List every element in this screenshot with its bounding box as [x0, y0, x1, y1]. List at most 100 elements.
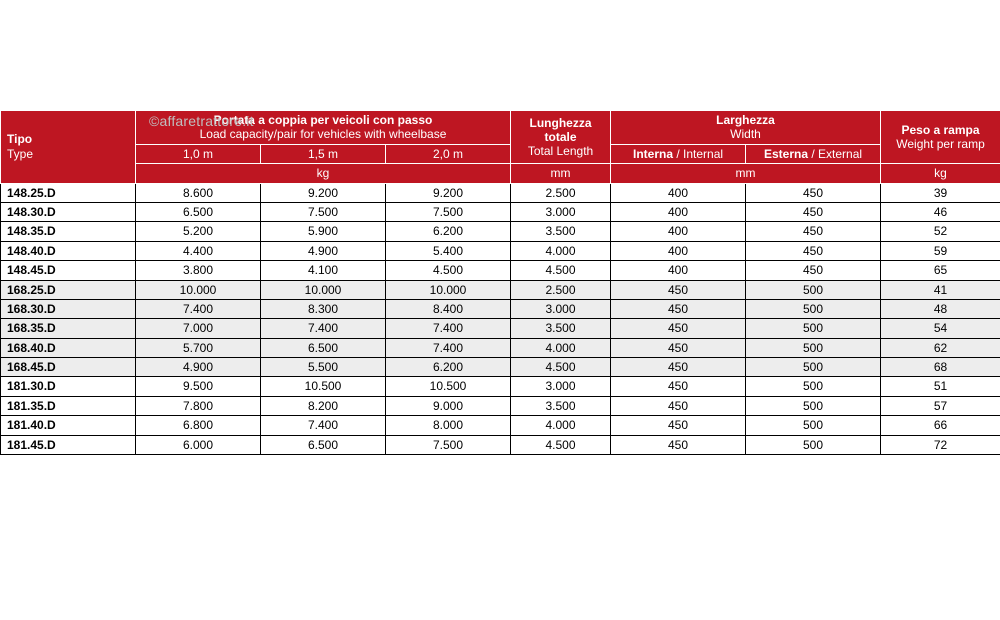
cell-wext: 450: [746, 261, 881, 280]
cell-c3: 10.000: [386, 280, 511, 299]
cell-type: 181.45.D: [1, 435, 136, 454]
col-len-unit: mm: [511, 164, 611, 183]
cell-wt: 72: [881, 435, 1000, 454]
cell-c1: 9.500: [136, 377, 261, 396]
cell-wt: 51: [881, 377, 1000, 396]
col-width-ext: Esterna / External: [746, 144, 881, 163]
cell-c1: 3.800: [136, 261, 261, 280]
cell-wext: 450: [746, 183, 881, 202]
cell-wext: 500: [746, 338, 881, 357]
cell-wt: 66: [881, 416, 1000, 435]
table-row: 181.35.D7.8008.2009.0003.50045050057: [1, 396, 1000, 415]
table-row: 148.45.D3.8004.1004.5004.50040045065: [1, 261, 1000, 280]
col-capacity-en: Load capacity/pair for vehicles with whe…: [140, 127, 506, 141]
col-tipo-it: Tipo: [7, 132, 131, 146]
cell-c3: 9.000: [386, 396, 511, 415]
cell-wt: 41: [881, 280, 1000, 299]
cell-c2: 6.500: [261, 435, 386, 454]
cell-wint: 450: [611, 416, 746, 435]
cell-c1: 4.900: [136, 358, 261, 377]
col-tipo: Tipo Type: [1, 111, 136, 184]
cell-c3: 6.200: [386, 222, 511, 241]
cell-c3: 8.400: [386, 299, 511, 318]
cell-c3: 7.400: [386, 319, 511, 338]
cell-wt: 57: [881, 396, 1000, 415]
cell-wext: 500: [746, 358, 881, 377]
cell-wext: 450: [746, 202, 881, 221]
table-row: 181.40.D6.8007.4008.0004.00045050066: [1, 416, 1000, 435]
col-width-en: Width: [615, 127, 876, 141]
cell-c2: 4.900: [261, 241, 386, 260]
cell-c1: 5.700: [136, 338, 261, 357]
cell-c2: 5.900: [261, 222, 386, 241]
cell-wt: 52: [881, 222, 1000, 241]
cell-type: 148.45.D: [1, 261, 136, 280]
cell-wint: 450: [611, 280, 746, 299]
cell-len: 3.500: [511, 222, 611, 241]
table-row: 148.30.D6.5007.5007.5003.00040045046: [1, 202, 1000, 221]
cell-wint: 400: [611, 241, 746, 260]
cell-wt: 54: [881, 319, 1000, 338]
cell-type: 148.35.D: [1, 222, 136, 241]
cell-wint: 400: [611, 222, 746, 241]
cell-c1: 7.800: [136, 396, 261, 415]
col-width-int-en: Internal: [683, 147, 723, 161]
cell-len: 2.500: [511, 280, 611, 299]
table-row: 168.40.D5.7006.5007.4004.00045050062: [1, 338, 1000, 357]
cell-wt: 65: [881, 261, 1000, 280]
cell-len: 3.500: [511, 396, 611, 415]
table-row: 181.30.D9.50010.50010.5003.00045050051: [1, 377, 1000, 396]
cell-type: 168.45.D: [1, 358, 136, 377]
cell-c3: 8.000: [386, 416, 511, 435]
cell-c3: 5.400: [386, 241, 511, 260]
table-row: 168.45.D4.9005.5006.2004.50045050068: [1, 358, 1000, 377]
cell-wint: 450: [611, 396, 746, 415]
cell-len: 4.500: [511, 358, 611, 377]
col-width-int: Interna / Internal: [611, 144, 746, 163]
col-weight-it: Peso a rampa: [885, 123, 996, 137]
cell-c3: 7.500: [386, 435, 511, 454]
cell-c1: 6.800: [136, 416, 261, 435]
cell-wt: 48: [881, 299, 1000, 318]
col-wid-unit: mm: [611, 164, 881, 183]
cell-wt: 39: [881, 183, 1000, 202]
col-length: Lunghezza totale Total Length: [511, 111, 611, 164]
table-row: 168.35.D7.0007.4007.4003.50045050054: [1, 319, 1000, 338]
col-tipo-en: Type: [7, 147, 131, 161]
cell-len: 3.000: [511, 377, 611, 396]
table-row: 168.30.D7.4008.3008.4003.00045050048: [1, 299, 1000, 318]
cell-wint: 400: [611, 202, 746, 221]
cell-wt: 62: [881, 338, 1000, 357]
col-weight-en: Weight per ramp: [885, 137, 996, 151]
cell-wext: 450: [746, 241, 881, 260]
cell-wext: 500: [746, 377, 881, 396]
cell-c1: 10.000: [136, 280, 261, 299]
spec-table: Tipo Type Portata a coppia per veicoli c…: [0, 110, 1000, 455]
cell-c2: 8.200: [261, 396, 386, 415]
cell-wext: 500: [746, 280, 881, 299]
cell-c2: 9.200: [261, 183, 386, 202]
col-cap-2: 1,5 m: [261, 144, 386, 163]
table-row: 148.40.D4.4004.9005.4004.00040045059: [1, 241, 1000, 260]
cell-type: 168.25.D: [1, 280, 136, 299]
cell-wint: 450: [611, 435, 746, 454]
table-row: 148.35.D5.2005.9006.2003.50040045052: [1, 222, 1000, 241]
col-width-ext-it: Esterna: [764, 147, 808, 161]
cell-c2: 7.400: [261, 416, 386, 435]
cell-wint: 450: [611, 338, 746, 357]
cell-wext: 500: [746, 299, 881, 318]
cell-len: 4.500: [511, 435, 611, 454]
cell-wt: 59: [881, 241, 1000, 260]
table-row: 148.25.D8.6009.2009.2002.50040045039: [1, 183, 1000, 202]
cell-wint: 400: [611, 261, 746, 280]
cell-c2: 7.500: [261, 202, 386, 221]
cell-c3: 4.500: [386, 261, 511, 280]
cell-wint: 450: [611, 299, 746, 318]
cell-c3: 7.400: [386, 338, 511, 357]
cell-type: 181.30.D: [1, 377, 136, 396]
cell-wint: 450: [611, 377, 746, 396]
cell-type: 181.40.D: [1, 416, 136, 435]
cell-len: 2.500: [511, 183, 611, 202]
cell-c1: 7.000: [136, 319, 261, 338]
cell-c1: 8.600: [136, 183, 261, 202]
